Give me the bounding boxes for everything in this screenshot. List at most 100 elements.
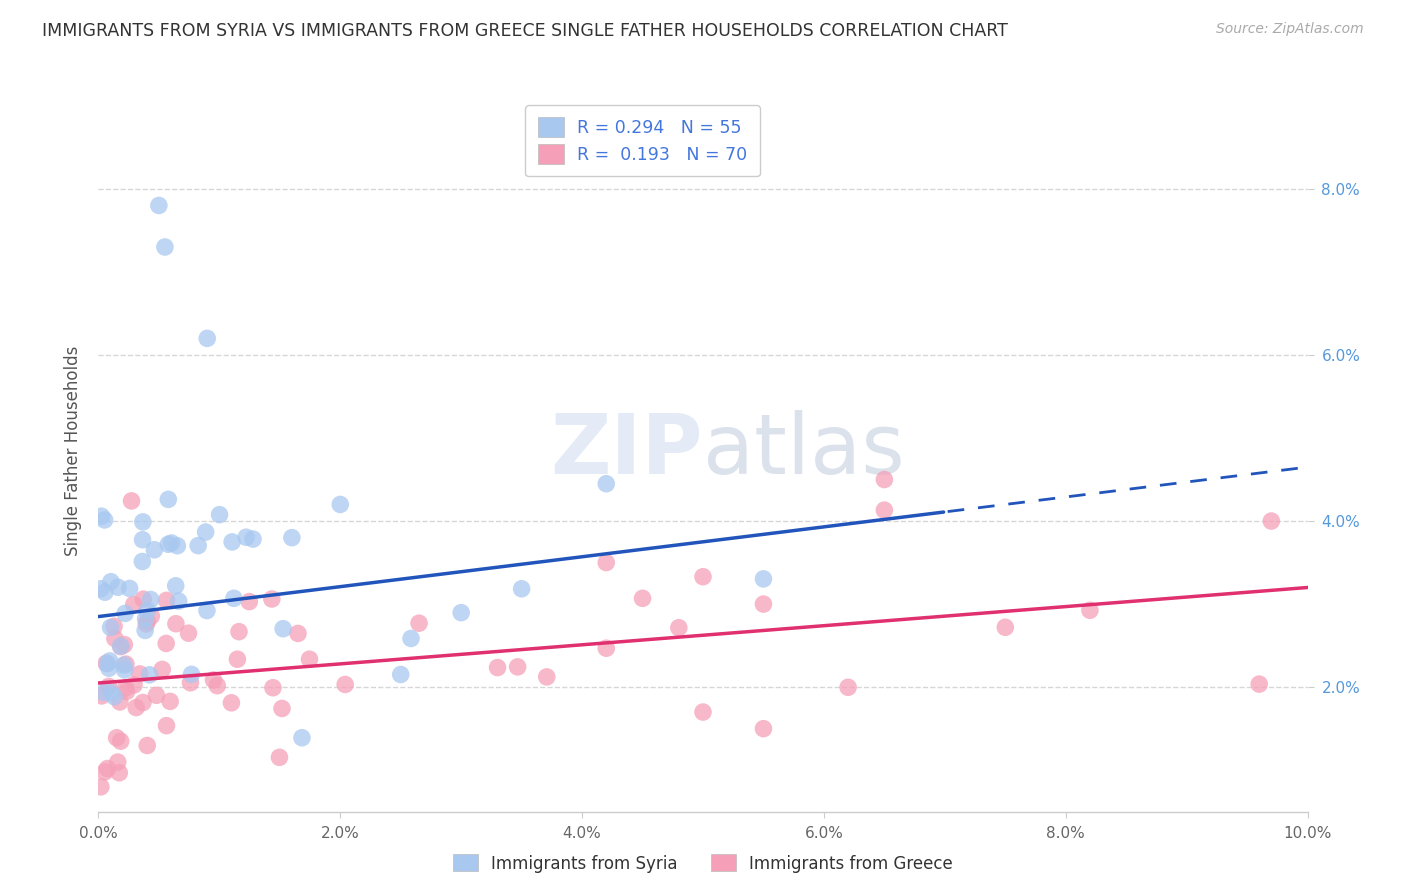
Point [112,658,135,673]
Point [155,593,177,607]
Point [179,675,201,690]
Point [399,632,422,646]
Point [90,582,112,596]
Point [238,594,260,608]
Point [180,667,202,681]
Point [135,617,157,632]
Point [155,718,177,732]
Point [122,678,145,692]
Point [692,570,714,584]
Point [143,542,166,557]
Point [157,492,180,507]
Point [148,198,170,212]
Point [752,597,775,611]
Point [668,621,690,635]
Point [595,556,617,570]
Point [98,654,121,668]
Point [159,694,181,708]
Point [145,689,167,703]
Point [595,476,617,491]
Point [262,681,284,695]
Point [105,731,128,745]
Point [269,750,291,764]
Point [136,615,159,629]
Point [115,657,138,672]
Point [97,680,120,694]
Point [221,696,243,710]
Point [131,533,153,547]
Point [138,668,160,682]
Point [207,679,229,693]
Point [408,616,430,631]
Point [125,700,148,714]
Point [97,661,120,675]
Point [167,594,190,608]
Point [450,606,472,620]
Point [90,780,112,794]
Point [103,619,125,633]
Point [112,638,135,652]
Point [139,592,162,607]
Point [226,652,249,666]
Text: IMMIGRANTS FROM SYRIA VS IMMIGRANTS FROM GREECE SINGLE FATHER HOUSEHOLDS CORRELA: IMMIGRANTS FROM SYRIA VS IMMIGRANTS FROM… [42,22,1008,40]
Point [94,657,117,671]
Point [631,591,654,606]
Point [873,473,896,487]
Point [122,598,145,612]
Point [837,680,859,694]
Point [131,554,153,568]
Point [110,734,132,748]
Y-axis label: Single Father Households: Single Father Households [63,345,82,556]
Point [100,620,122,634]
Point [104,632,127,646]
Point [94,764,117,779]
Text: Source: ZipAtlas.com: Source: ZipAtlas.com [1216,22,1364,37]
Point [94,585,117,599]
Point [752,722,775,736]
Point [195,603,218,617]
Point [90,509,112,524]
Point [114,663,136,677]
Point [187,539,209,553]
Point [132,515,155,529]
Point [271,622,294,636]
Point [486,660,509,674]
Point [536,670,558,684]
Point [118,582,141,596]
Point [107,755,129,769]
Point [132,592,155,607]
Legend: R = 0.294   N = 55, R =  0.193   N = 70: R = 0.294 N = 55, R = 0.193 N = 70 [526,105,759,177]
Point [115,684,138,698]
Point [202,673,225,687]
Point [108,695,131,709]
Point [165,579,187,593]
Point [166,539,188,553]
Point [165,616,187,631]
Point [242,532,264,546]
Point [692,705,714,719]
Point [134,624,156,638]
Point [194,524,217,539]
Point [177,626,200,640]
Point [157,537,180,551]
Point [1260,514,1282,528]
Point [110,640,132,654]
Point [93,685,115,699]
Point [136,739,159,753]
Point [90,689,112,703]
Point [96,657,118,671]
Text: ZIP: ZIP [551,410,703,491]
Point [752,572,775,586]
Point [271,701,294,715]
Legend: Immigrants from Syria, Immigrants from Greece: Immigrants from Syria, Immigrants from G… [446,847,960,880]
Point [221,535,243,549]
Point [114,607,136,621]
Point [298,652,321,666]
Point [100,686,122,700]
Point [107,580,129,594]
Point [132,696,155,710]
Point [195,331,218,345]
Point [93,513,115,527]
Point [389,667,412,681]
Point [291,731,314,745]
